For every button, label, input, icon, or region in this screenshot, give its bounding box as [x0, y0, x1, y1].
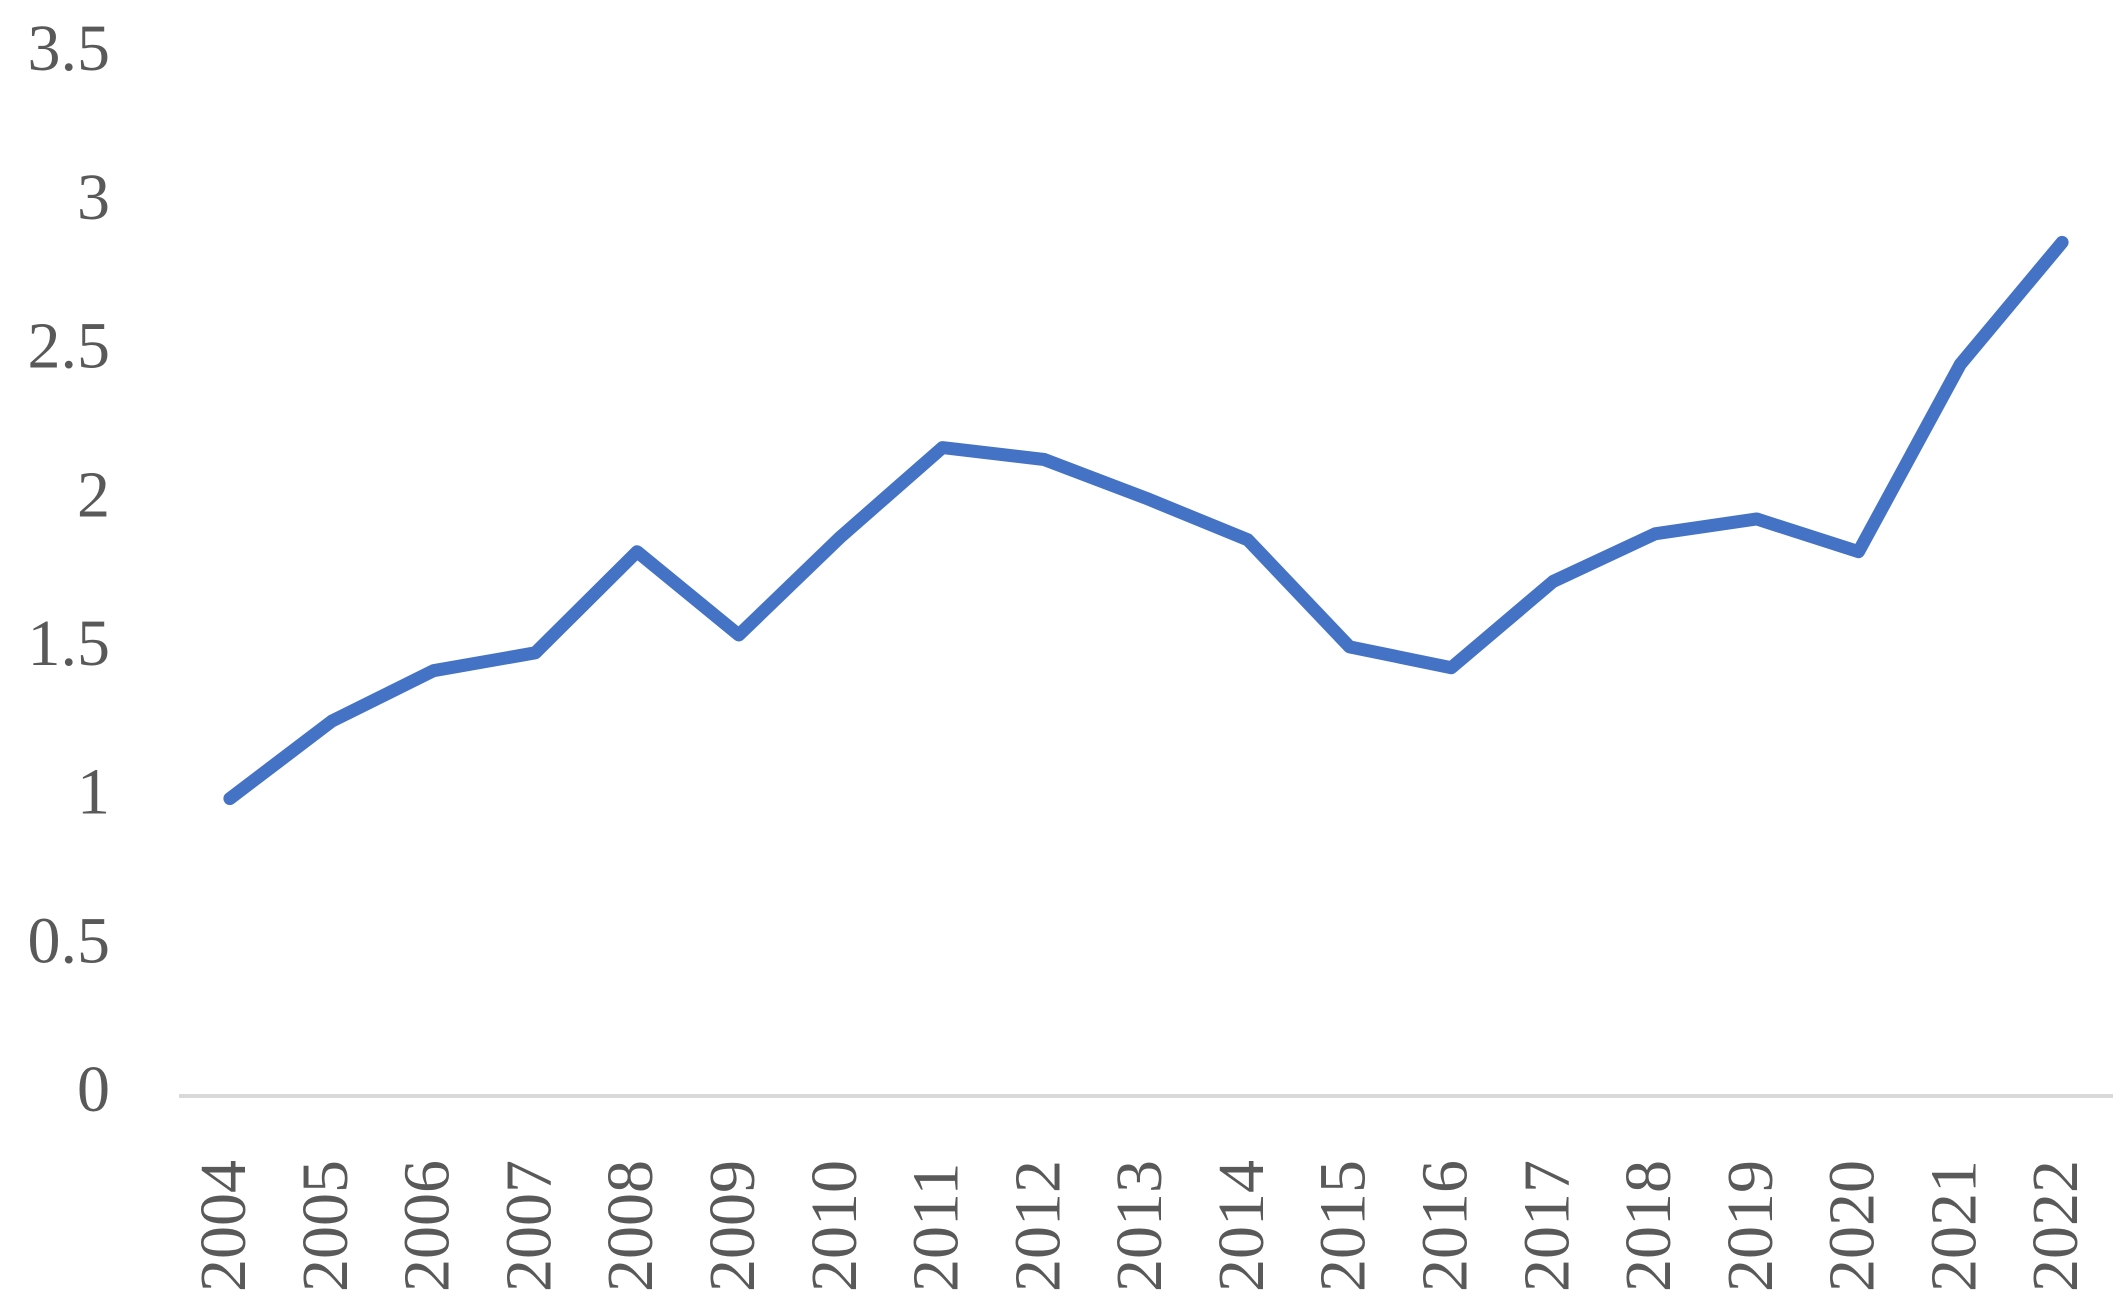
y-tick-label: 0 — [77, 1053, 110, 1126]
x-tick-label: 2005 — [289, 1160, 362, 1292]
x-tick-label: 2012 — [1001, 1160, 1074, 1292]
x-tick-label: 2009 — [696, 1160, 769, 1292]
y-tick-label: 2 — [77, 458, 110, 531]
y-tick-label: 1 — [77, 756, 110, 829]
x-tick-label: 2014 — [1205, 1160, 1278, 1292]
x-tick-label: 2010 — [798, 1160, 871, 1292]
x-tick-label: 2018 — [1612, 1160, 1685, 1292]
x-tick-label: 2011 — [900, 1162, 973, 1292]
x-tick-label: 2022 — [2019, 1160, 2092, 1292]
x-tick-label: 2017 — [1510, 1160, 1583, 1292]
y-tick-label: 3 — [77, 161, 110, 234]
y-tick-label: 2.5 — [28, 310, 111, 383]
x-tick-label: 2008 — [594, 1160, 667, 1292]
x-tick-label: 2004 — [187, 1160, 260, 1292]
y-tick-label: 1.5 — [28, 607, 111, 680]
x-tick-label: 2006 — [391, 1160, 464, 1292]
data-line — [223, 235, 2069, 806]
x-tick-label: 2020 — [1816, 1160, 1889, 1292]
x-tick-label: 2015 — [1307, 1160, 1380, 1292]
x-tick-label: 2019 — [1714, 1160, 1787, 1292]
x-tick-label: 2007 — [492, 1160, 565, 1292]
y-tick-label: 3.5 — [28, 12, 111, 85]
x-tick-label: 2013 — [1103, 1160, 1176, 1292]
y-tick-label: 0.5 — [28, 904, 111, 977]
x-tick-label: 2016 — [1409, 1160, 1482, 1292]
x-tick-label: 2021 — [1917, 1160, 1990, 1292]
